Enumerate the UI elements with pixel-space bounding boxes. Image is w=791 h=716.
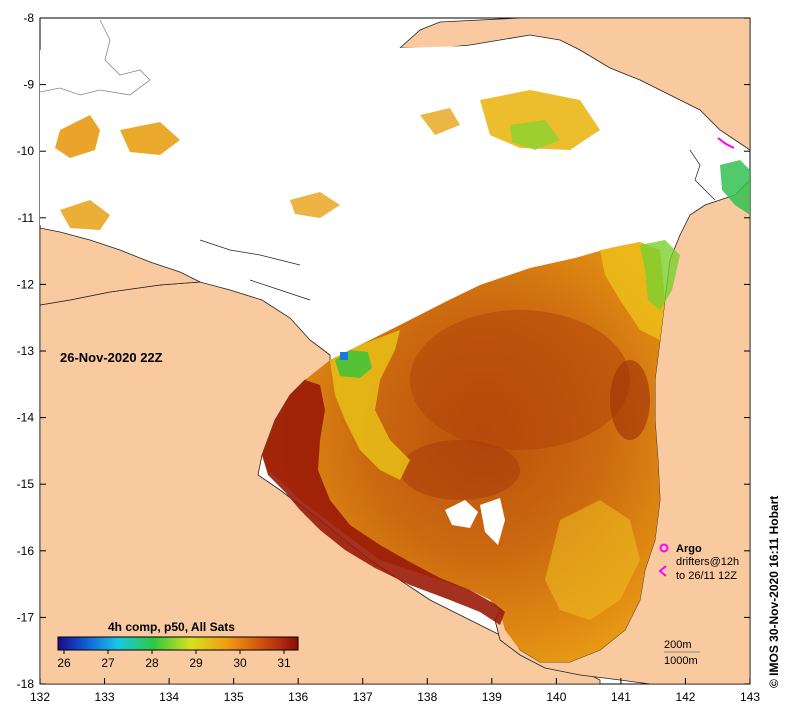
y-tick-label: -12 — [17, 277, 35, 291]
colorbar-title: 4h comp, p50, All Sats — [108, 620, 235, 634]
sst-warm-patch-1 — [410, 310, 630, 450]
sst-north-patch-1 — [55, 115, 100, 158]
y-tick-label: -13 — [17, 344, 35, 358]
colorbar-tick-label: 26 — [57, 656, 71, 670]
coastline-islands — [199, 239, 311, 301]
legend-depth-200: 200m — [664, 639, 692, 651]
colorbar-gradient — [57, 636, 299, 651]
cloud-hole-1 — [445, 500, 478, 528]
x-tick-label: 138 — [417, 690, 437, 704]
legend-argo: Argo — [676, 543, 702, 555]
x-tick-label: 139 — [482, 690, 502, 704]
x-tick-label: 134 — [159, 690, 179, 704]
x-tick-label: 135 — [224, 690, 244, 704]
date-label: 26-Nov-2020 22Z — [60, 350, 163, 365]
sst-north-green — [510, 120, 560, 150]
sst-blue-spot — [340, 352, 348, 360]
argo-icon — [659, 543, 669, 553]
sst-north-patch-6 — [290, 192, 340, 218]
colorbar-tick-label: 31 — [277, 656, 291, 670]
land-arnhem-north — [40, 227, 202, 306]
y-tick-label: -14 — [17, 411, 35, 425]
y-tick-label: -18 — [17, 677, 35, 691]
coastline-torres-strait — [689, 149, 716, 201]
drifter-track — [717, 137, 735, 149]
x-tick-label: 143 — [740, 690, 760, 704]
colorbar-tick-label: 30 — [233, 656, 247, 670]
sst-north-patch-2 — [120, 122, 180, 155]
cloud-hole-2 — [480, 498, 505, 545]
y-tick-label: -15 — [17, 477, 35, 491]
imos-credit: © IMOS 30-Nov-2020 16:11 Hobart — [767, 496, 781, 688]
colorbar: 4h comp, p50, All Sats 26 27 28 29 30 31 — [57, 620, 299, 670]
drifter-icon — [658, 565, 667, 577]
y-tick-label: -10 — [17, 144, 35, 158]
y-tick-label: -8 — [23, 11, 34, 25]
land-new-guinea — [398, 18, 750, 151]
sst-green-3 — [720, 160, 750, 215]
y-tick-label: -16 — [17, 544, 35, 558]
legend: Argo drifters@12h to 26/11 12Z 200m 1000… — [658, 543, 739, 667]
colorbar-tick-label: 29 — [189, 656, 203, 670]
x-axis: 132 133 134 135 136 137 138 139 140 141 142 143 — [30, 678, 760, 704]
x-tick-label: 133 — [95, 690, 115, 704]
x-tick-label: 132 — [30, 690, 50, 704]
sst-north-patch-3 — [480, 90, 600, 150]
x-tick-label: 140 — [546, 690, 566, 704]
sst-warm-patch-3 — [610, 360, 650, 440]
y-tick-label: -17 — [17, 610, 35, 624]
sst-hot-west — [262, 380, 505, 625]
x-tick-label: 137 — [353, 690, 373, 704]
sst-warm-patch-2 — [400, 440, 520, 500]
x-tick-label: 141 — [611, 690, 631, 704]
legend-depth-1000: 1000m — [664, 655, 698, 667]
sst-cool-southeast — [545, 500, 640, 620]
y-tick-label: -9 — [23, 78, 34, 92]
x-tick-label: 136 — [288, 690, 308, 704]
contour-200m — [40, 19, 151, 96]
y-axis: -8 -9 -10 -11 -12 -13 -14 -15 -16 -17 -18 — [17, 11, 750, 691]
legend-drifters-to: to 26/11 12Z — [676, 570, 737, 582]
x-tick-label: 142 — [675, 690, 695, 704]
sst-north-patch-4 — [60, 200, 110, 230]
colorbar-tick-label: 28 — [145, 656, 159, 670]
colorbar-tick-label: 27 — [101, 656, 115, 670]
sst-north-patch-5 — [420, 108, 460, 135]
sst-green-2 — [640, 240, 680, 310]
legend-drifters: drifters@12h — [676, 556, 739, 568]
y-tick-label: -11 — [18, 211, 35, 225]
